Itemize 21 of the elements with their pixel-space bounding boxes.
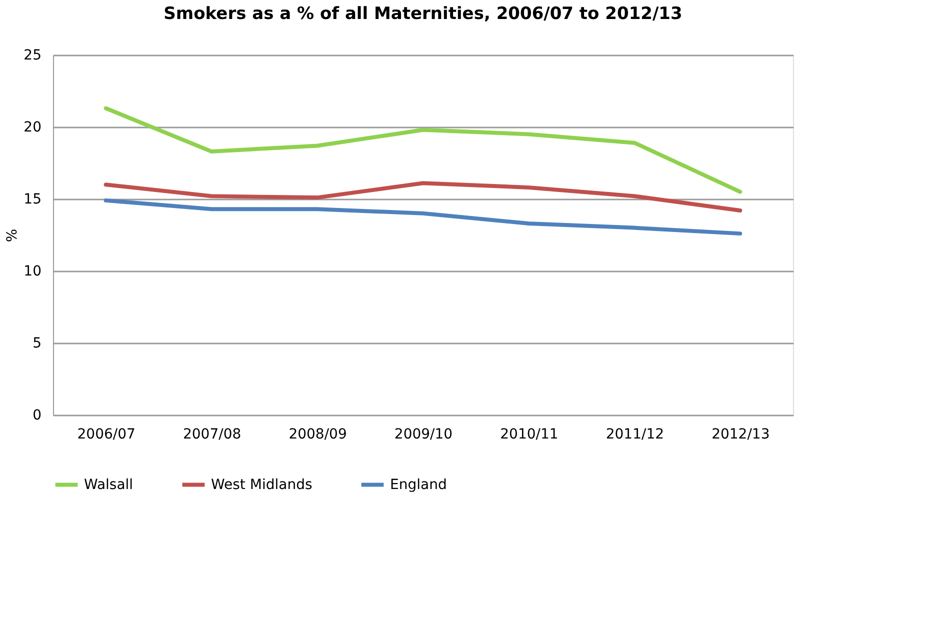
line-series <box>104 198 742 236</box>
y-tick-label: 15 <box>24 192 42 208</box>
x-tick-label: 2008/09 <box>288 426 347 442</box>
x-tick-label: 2011/12 <box>606 426 664 442</box>
chart-title: Smokers as a % of all Maternities, 2006/07 to 2012/13 <box>164 4 682 24</box>
line-series <box>104 106 742 194</box>
y-tick-label: 10 <box>24 264 42 280</box>
y-tick-label: 25 <box>24 48 42 64</box>
y-tick-label: 20 <box>24 120 42 136</box>
y-tick-label: 5 <box>32 336 42 352</box>
x-tick-label: 2006/07 <box>77 426 136 442</box>
x-tick-label: 2010/11 <box>500 426 558 442</box>
legend-label: West Midlands <box>211 476 312 493</box>
y-axis-title: % <box>4 228 21 242</box>
legend-label: England <box>390 476 447 493</box>
legend-label: Walsall <box>84 476 134 493</box>
y-tick-label: 0 <box>32 408 42 424</box>
x-tick-label: 2007/08 <box>182 426 242 442</box>
x-tick-label: 2009/10 <box>394 426 453 442</box>
line-series <box>104 181 742 213</box>
x-tick-label: 2012/13 <box>712 426 770 442</box>
